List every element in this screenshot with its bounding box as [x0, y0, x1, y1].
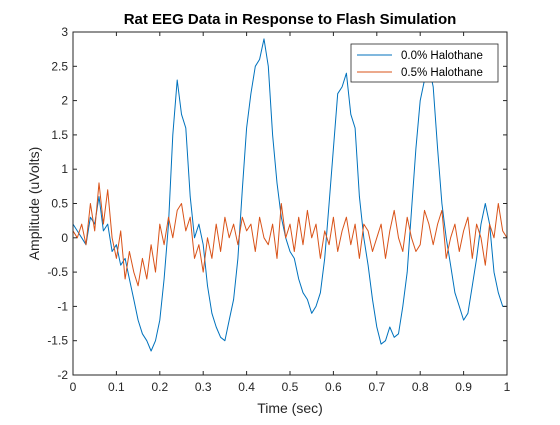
x-tick-label: 0.2 [151, 380, 168, 394]
chart-title: Rat EEG Data in Response to Flash Simula… [124, 11, 457, 28]
x-tick-label: 0.3 [195, 380, 212, 394]
y-tick-label: 0.5 [51, 197, 68, 211]
x-axis-label: Time (sec) [257, 400, 323, 416]
x-axis-ticks: 0 0.1 0.2 0.3 0.4 0.5 0.6 0.7 0.8 0.9 1 [70, 32, 511, 394]
y-axis-ticks: -2 -1.5 -1 -0.5 0 0.5 1 1.5 2 2.5 3 [47, 25, 507, 382]
x-tick-label: 0.6 [325, 380, 342, 394]
y-tick-label: -1.5 [47, 334, 68, 348]
series-lines [72, 38, 508, 352]
legend-label-halothane-0-0: 0.0% Halothane [401, 50, 483, 62]
y-tick-label: 3 [61, 25, 68, 39]
legend-label-halothane-0-5: 0.5% Halothane [401, 67, 483, 79]
y-tick-label: 2.5 [51, 59, 68, 73]
x-tick-label: 0.1 [108, 380, 125, 394]
x-tick-label: 0.7 [368, 380, 385, 394]
y-tick-label: 1 [61, 162, 68, 176]
x-tick-label: 0.9 [455, 380, 472, 394]
y-tick-label: 0 [61, 231, 68, 245]
series-line-0 [72, 38, 507, 352]
x-tick-label: 0.8 [412, 380, 429, 394]
plot-area [73, 32, 507, 375]
x-tick-label: 0.4 [238, 380, 255, 394]
legend: 0.0% Halothane 0.5% Halothane [350, 43, 499, 83]
y-tick-label: 2 [61, 94, 68, 108]
x-tick-label: 0.5 [282, 380, 299, 394]
x-tick-label: 0 [70, 380, 77, 394]
legend-box [350, 43, 499, 83]
y-tick-label: -0.5 [47, 265, 68, 279]
y-axis-label: Amplitude (uVolts) [26, 147, 42, 261]
y-tick-label: -2 [57, 368, 68, 382]
y-tick-label: -1 [57, 299, 68, 313]
y-tick-label: 1.5 [51, 128, 68, 142]
series-line-1 [72, 182, 508, 287]
x-tick-label: 1 [504, 380, 511, 394]
